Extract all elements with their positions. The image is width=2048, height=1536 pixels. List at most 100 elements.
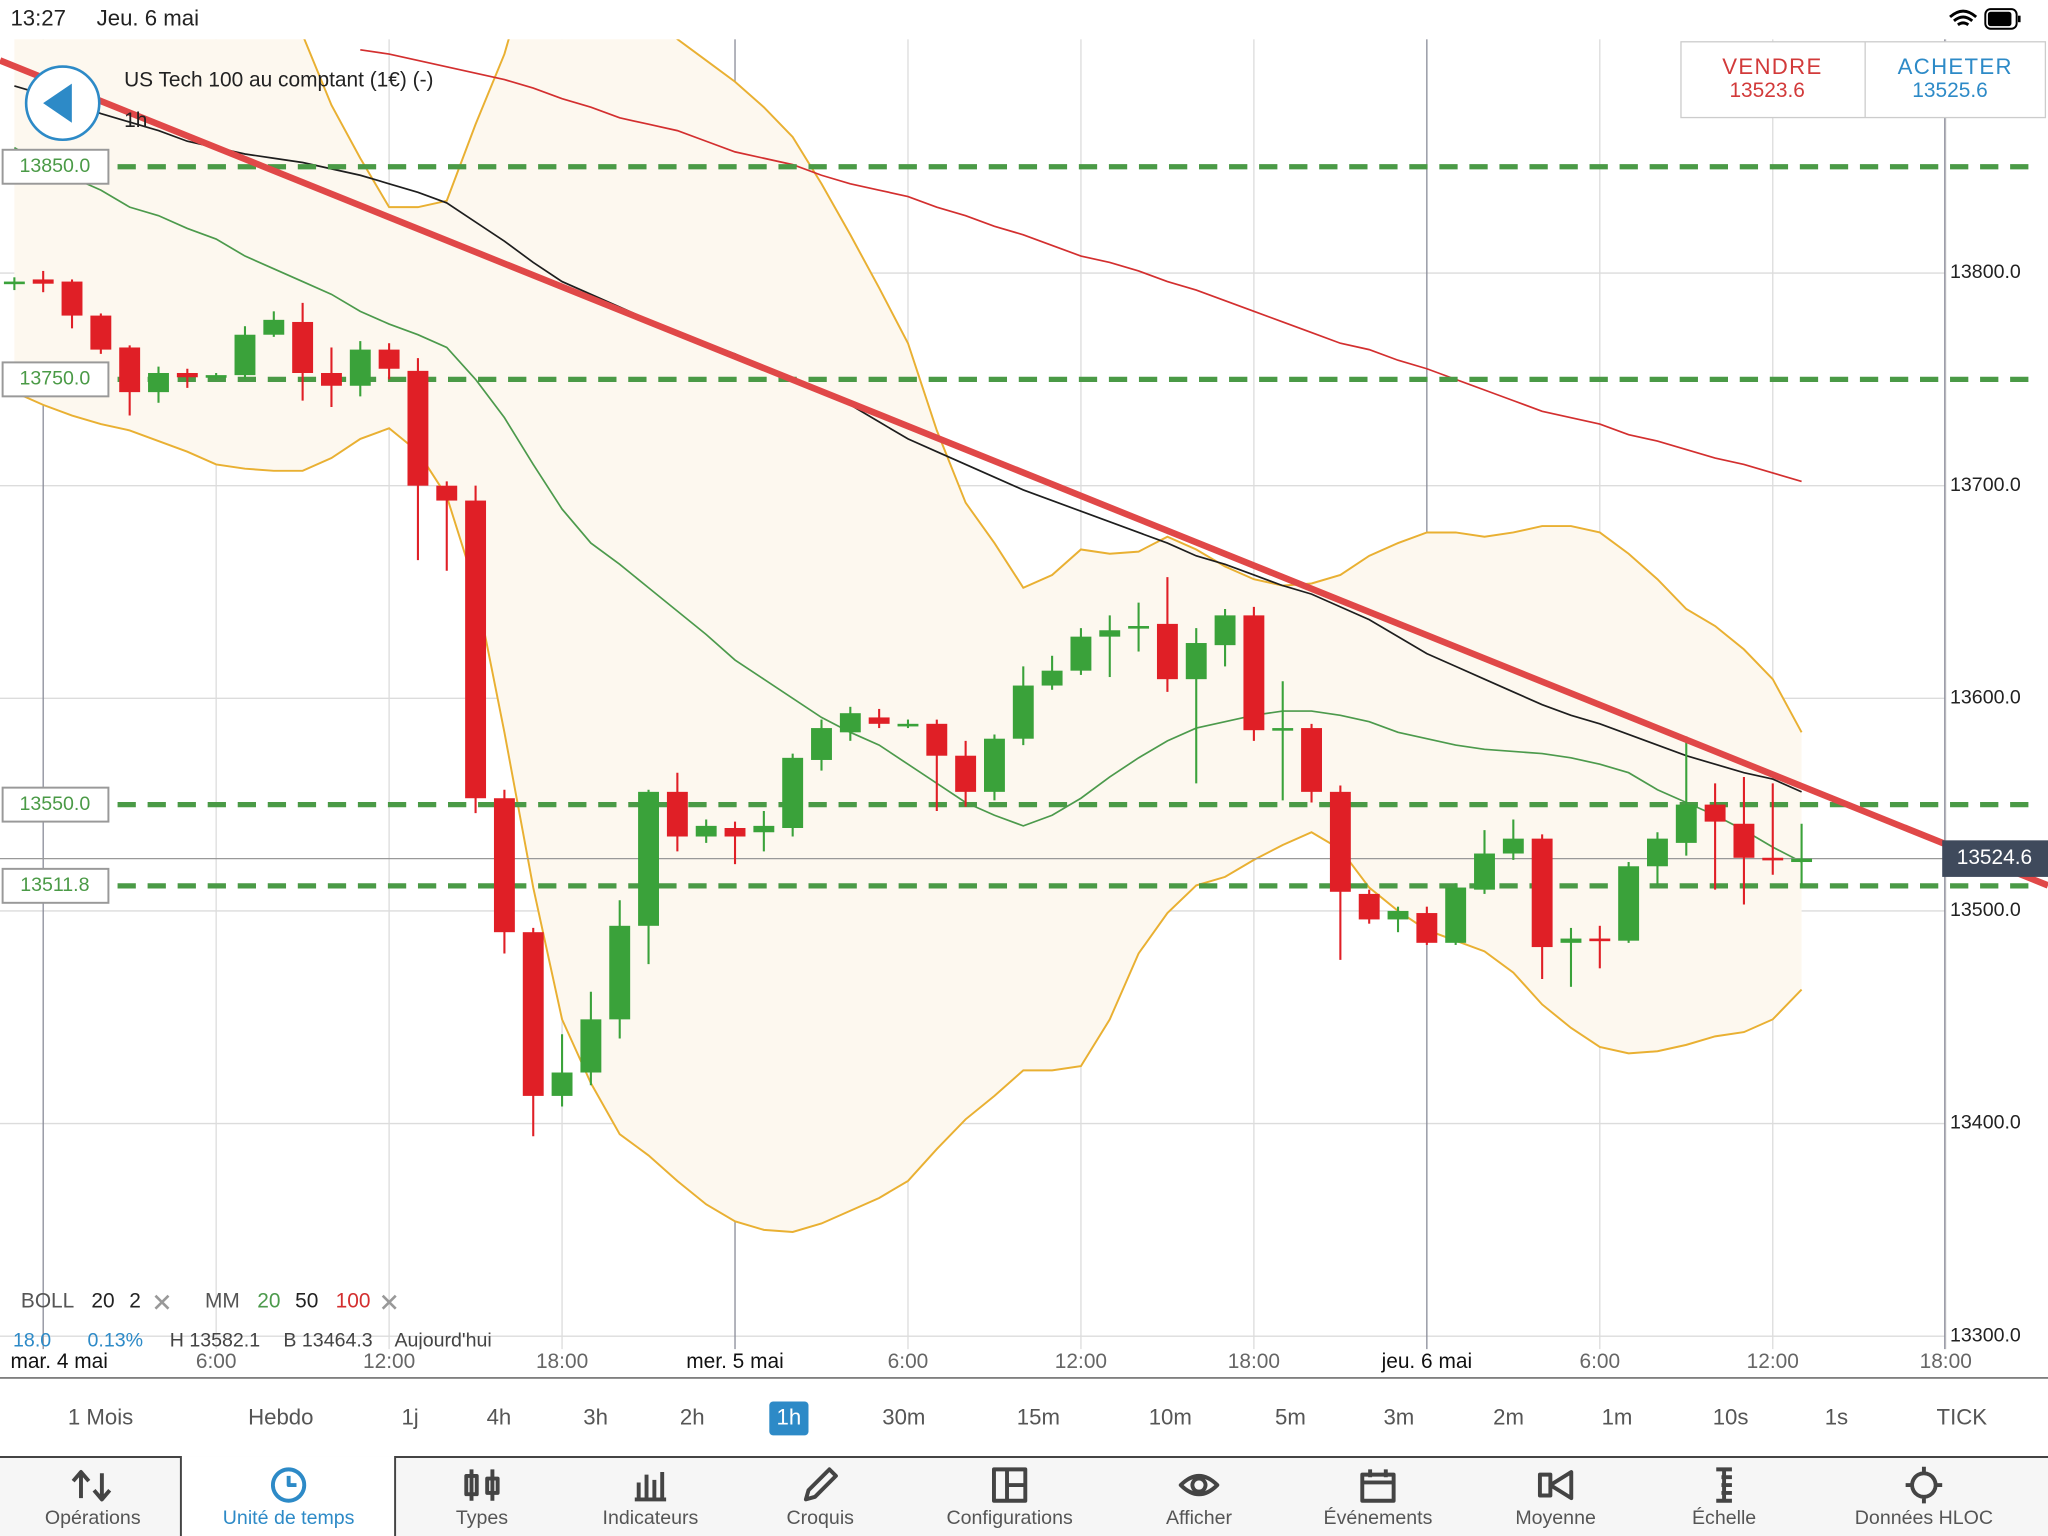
toolbar-label[interactable]: Types (456, 1507, 508, 1529)
timeframe-option[interactable]: 3h (583, 1404, 608, 1429)
toolbar-label[interactable]: Croquis (787, 1507, 855, 1529)
toolbar-label[interactable]: Unité de temps (223, 1507, 355, 1529)
timeframe-label[interactable]: 1h (777, 1404, 802, 1429)
buy-price[interactable]: 13525.6 (1912, 79, 1987, 102)
x-tick-label: mar. 4 mai (10, 1350, 107, 1373)
toolbar-item[interactable]: Indicateurs (603, 1472, 699, 1529)
timeframe-label[interactable]: 10m (1149, 1404, 1192, 1429)
plot-area: 13300.0 13400.0 13500.0 13600.0 13700.0 13800… (0, 39, 2048, 1350)
toolbar-icon[interactable] (1360, 1469, 1396, 1503)
timeframe-option[interactable]: 1s (1825, 1404, 1848, 1429)
x-tick-label: 12:00 (1747, 1350, 1799, 1373)
timeframe-option[interactable]: TICK (1937, 1404, 1988, 1429)
candle-body (1647, 838, 1668, 867)
toolbar-item[interactable]: Moyenne (1515, 1470, 1596, 1529)
timeframe-label[interactable]: 3m (1383, 1404, 1414, 1429)
timeframe-label[interactable]: 1j (401, 1404, 418, 1429)
bollinger-fill (14, 39, 1802, 1232)
timeframe-option[interactable]: 1 Mois (68, 1404, 133, 1429)
timeframe-option[interactable]: 1h (769, 1401, 809, 1436)
timeframe-active-bg[interactable] (769, 1401, 809, 1436)
stat: 0.13% (88, 1330, 144, 1352)
toolbar-item[interactable]: Types (456, 1469, 508, 1529)
toolbar-label[interactable]: Afficher (1166, 1507, 1232, 1529)
boll-remove[interactable] (154, 1294, 170, 1310)
toolbar-item[interactable]: Opérations (45, 1470, 141, 1529)
timeframe-option[interactable]: 1j (401, 1404, 418, 1429)
timeframe-label[interactable]: TICK (1937, 1404, 1988, 1429)
toolbar-label[interactable]: Configurations (947, 1507, 1073, 1529)
timeframe-label[interactable]: Hebdo (248, 1404, 313, 1429)
toolbar-item[interactable]: Afficher (1166, 1473, 1233, 1529)
toolbar-icon[interactable] (71, 1470, 112, 1502)
toolbar-item[interactable]: Données HLOC (1855, 1466, 1993, 1529)
timeframe-option[interactable]: 30m (882, 1404, 925, 1429)
timeframe-option[interactable]: 2h (680, 1404, 705, 1429)
timeframe-option[interactable]: 15m (1017, 1404, 1060, 1429)
timeframe-label[interactable]: 3h (583, 1404, 608, 1429)
timeframe-label[interactable]: 1 Mois (68, 1404, 133, 1429)
buy-label[interactable]: ACHETER (1898, 54, 2013, 79)
timeframe-label[interactable]: 1m (1602, 1404, 1633, 1429)
candle-body (1474, 853, 1495, 890)
timeframe-label[interactable]: 10s (1713, 1404, 1749, 1429)
candle-body (205, 375, 227, 378)
toolbar-label[interactable]: Échelle (1692, 1506, 1756, 1529)
x-tick-label: 6:00 (196, 1350, 237, 1373)
toolbar-item[interactable]: Événements (1324, 1469, 1433, 1529)
level-label-box (1, 867, 110, 904)
timeframe-label[interactable]: 4h (487, 1404, 512, 1429)
candle-body (897, 723, 919, 727)
candle-body (1214, 615, 1236, 646)
toolbar-icon[interactable] (1537, 1470, 1574, 1501)
toolbar-icon[interactable] (464, 1469, 500, 1501)
y-tick-label: 13400.0 (1950, 1112, 2021, 1134)
timeframe-label[interactable]: 15m (1017, 1404, 1060, 1429)
toolbar-icon[interactable] (1716, 1467, 1732, 1503)
quote-box: VENDRE 13523.6 ACHETER 13525.6 (1680, 41, 2047, 119)
sell-price[interactable]: 13523.6 (1729, 79, 1804, 102)
stat: B 13464.3 (283, 1330, 372, 1352)
timeframe-option[interactable]: 1m (1602, 1404, 1633, 1429)
buy-button[interactable]: ACHETER 13525.6 (1898, 54, 2013, 102)
toolbar-icon[interactable] (634, 1472, 667, 1502)
toolbar-item[interactable]: Croquis (787, 1467, 855, 1529)
timeframe-label[interactable]: 1s (1825, 1404, 1848, 1429)
sell-button[interactable]: VENDRE 13523.6 (1722, 54, 1822, 102)
timeframe-option[interactable]: 5m (1275, 1404, 1306, 1429)
toolbar-item[interactable]: Configurations (947, 1467, 1073, 1529)
timeframe-option[interactable]: 10m (1149, 1404, 1192, 1429)
y-tick-label: 13600.0 (1950, 686, 2021, 708)
sell-label[interactable]: VENDRE (1722, 54, 1822, 79)
timeframe-option[interactable]: 10s (1713, 1404, 1749, 1429)
toolbar-item[interactable]: Échelle (1692, 1467, 1756, 1529)
timeframe-option[interactable]: 3m (1383, 1404, 1414, 1429)
back-arrow[interactable] (43, 83, 72, 123)
timeframe-option[interactable]: 2m (1493, 1404, 1524, 1429)
timeframe-label[interactable]: 2h (680, 1404, 705, 1429)
toolbar-label[interactable]: Données HLOC (1855, 1507, 1993, 1529)
timeframe-label[interactable]: 5m (1275, 1404, 1306, 1429)
toolbar-label[interactable]: Événements (1324, 1506, 1433, 1529)
candle-body (811, 728, 832, 760)
candle-body (1041, 670, 1063, 686)
toolbar-label[interactable]: Indicateurs (603, 1507, 699, 1529)
toolbar-label[interactable]: Opérations (45, 1507, 141, 1529)
toolbar-icon[interactable] (803, 1467, 838, 1502)
toolbar-icon[interactable] (1178, 1473, 1220, 1497)
timeframe-option[interactable]: 4h (487, 1404, 512, 1429)
back-button[interactable] (24, 65, 101, 142)
timeframe-label[interactable]: 2m (1493, 1404, 1524, 1429)
x-tick-label: mer. 5 mai (686, 1350, 783, 1373)
toolbar-icon[interactable] (1905, 1466, 1943, 1504)
y-tick-label: 13800.0 (1950, 261, 2021, 283)
timeframe-label[interactable]: 30m (882, 1404, 925, 1429)
toolbar-label[interactable]: Moyenne (1515, 1507, 1596, 1529)
mm-remove[interactable] (381, 1294, 397, 1310)
x-tick-label: 12:00 (363, 1350, 415, 1373)
timeframe-option[interactable]: Hebdo (248, 1404, 313, 1429)
toolbar-icon[interactable] (271, 1467, 307, 1503)
toolbar-item[interactable]: Unité de temps (223, 1467, 355, 1529)
x-axis: mar. 4 mai 6:00 12:00 18:00 mer. 5 mai 6:00 12… (10, 1350, 1971, 1373)
toolbar-icon[interactable] (992, 1467, 1028, 1503)
